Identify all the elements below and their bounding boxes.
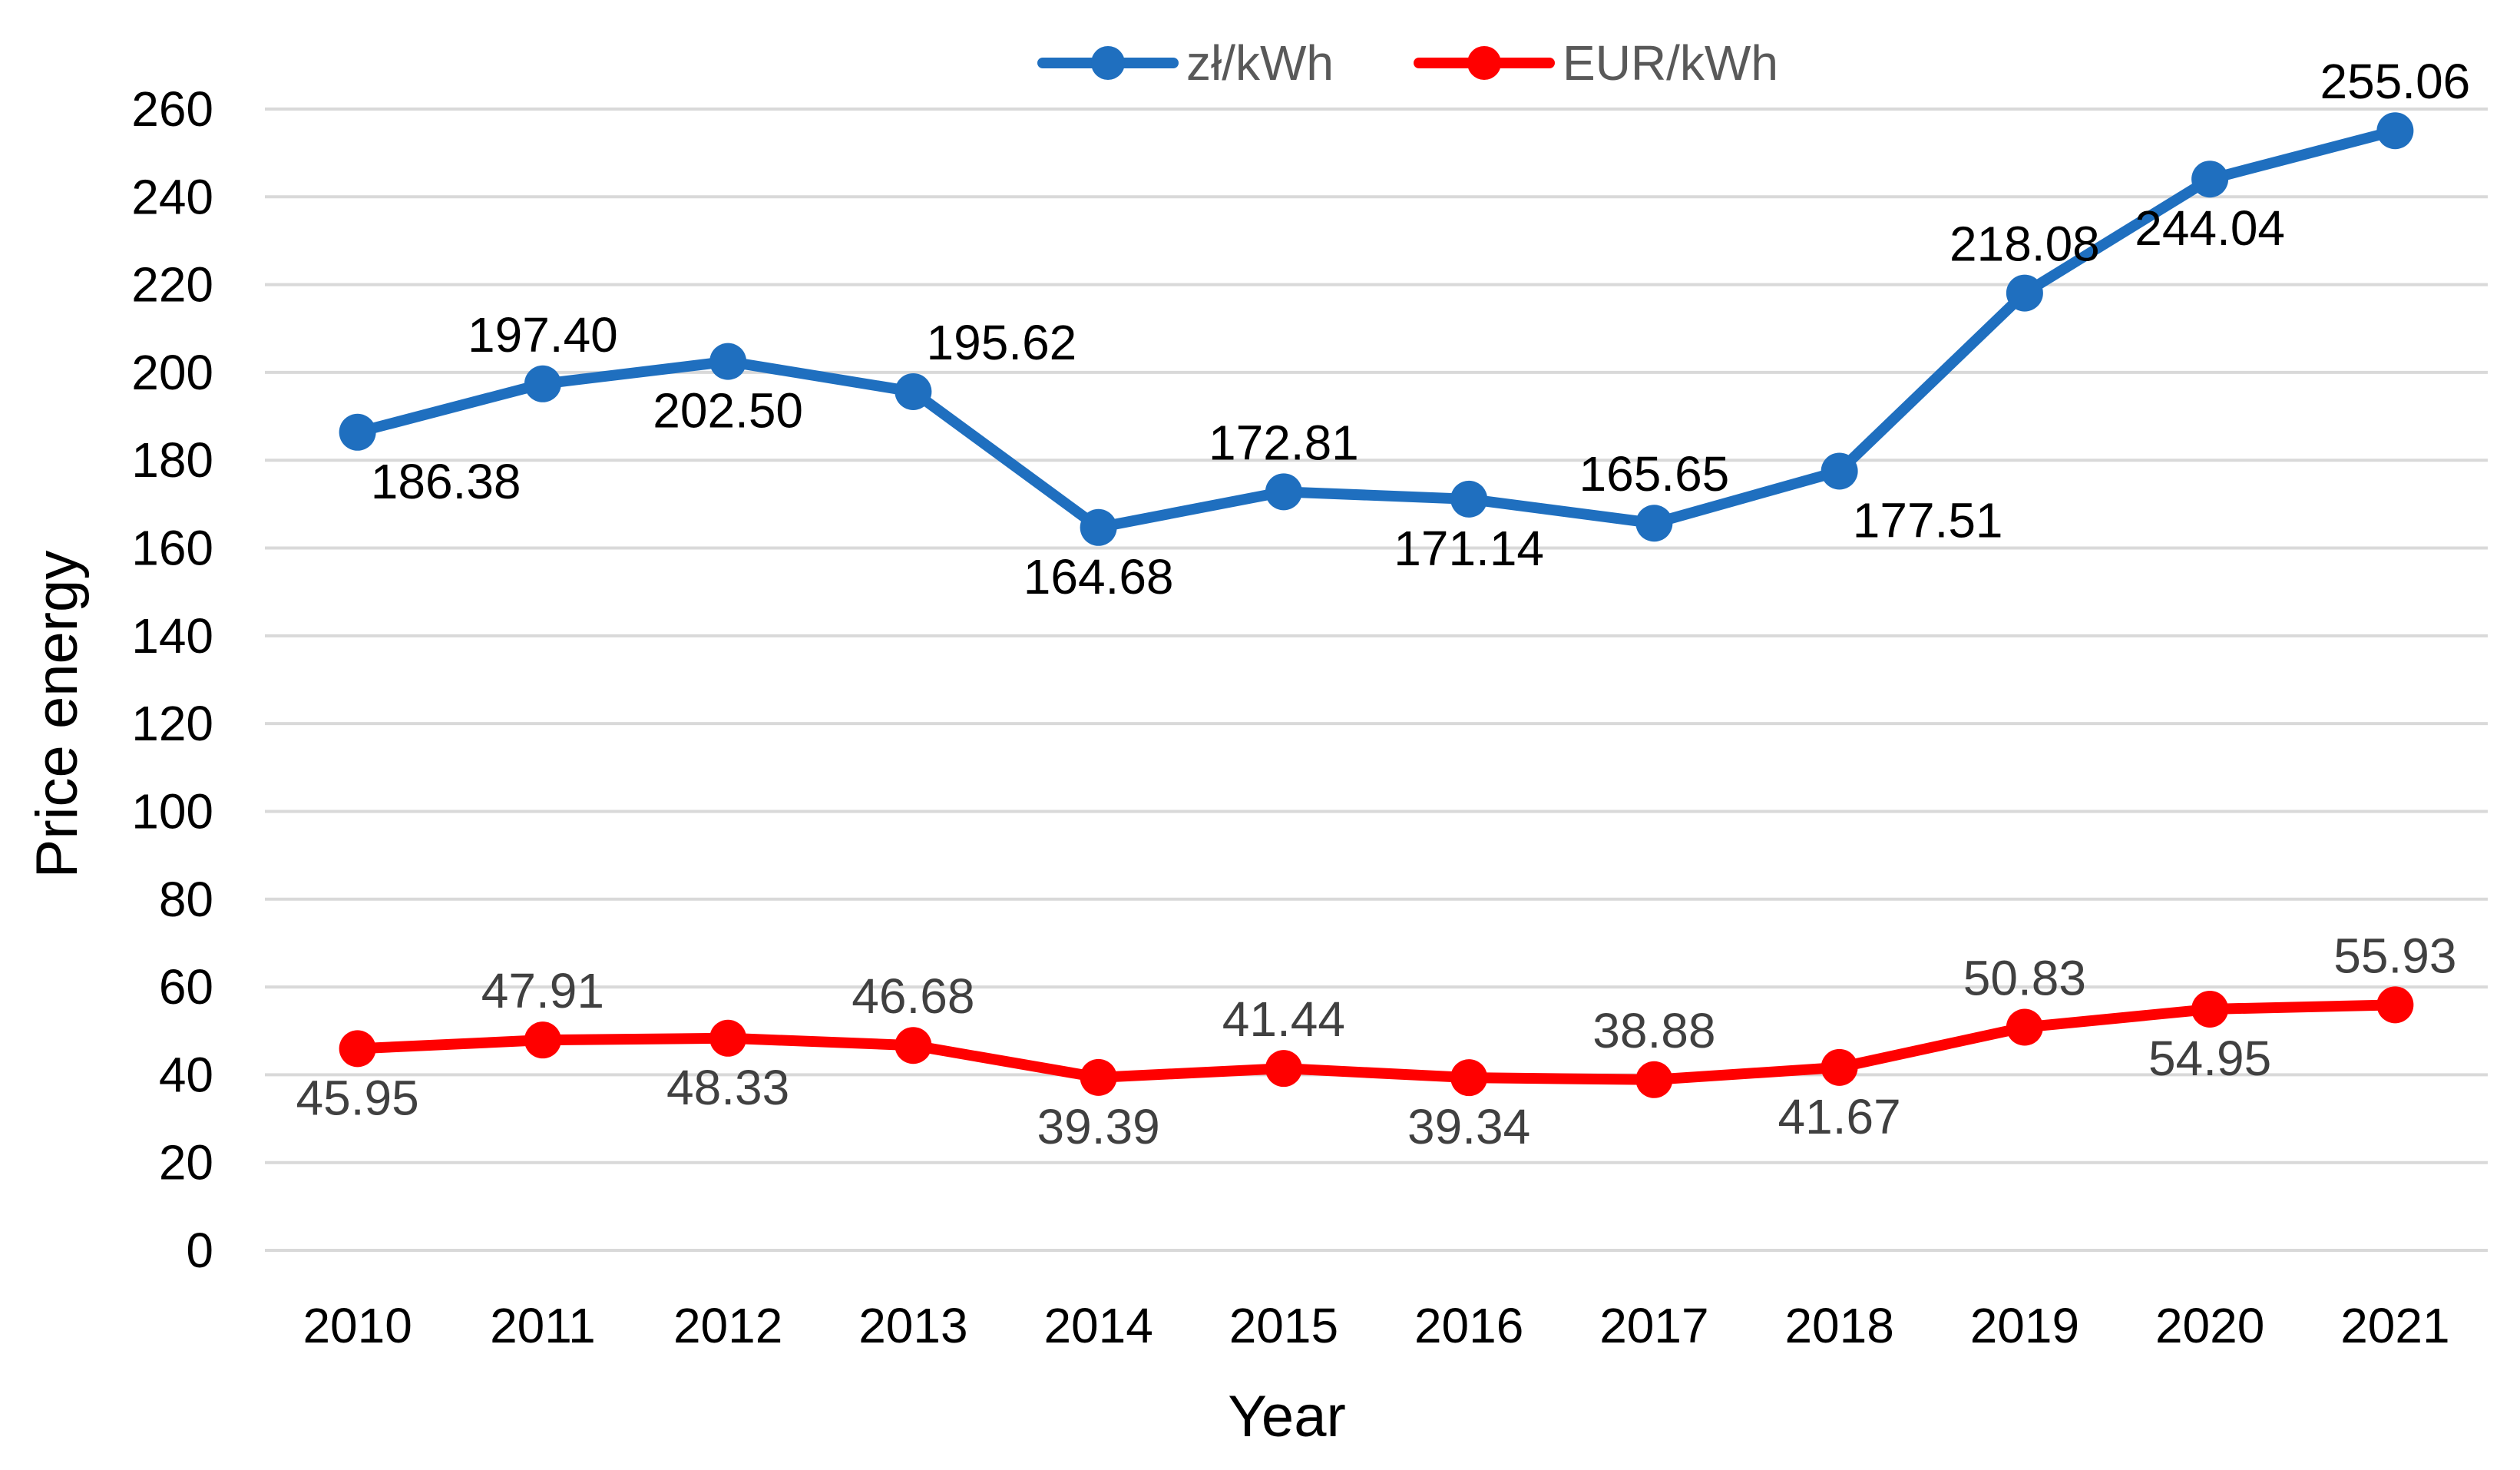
legend-item-eur-kwh[interactable]: EUR/kWh xyxy=(1414,35,1778,91)
data-label-eur-kwh-2017: 38.88 xyxy=(1592,1003,1715,1058)
point-eur-kwh-2021[interactable] xyxy=(2376,986,2414,1024)
point-z-kwh-2016[interactable] xyxy=(1450,480,1488,518)
legend[interactable]: zł/kWh EUR/kWh xyxy=(1037,35,1778,91)
y-tick-label-100: 100 xyxy=(131,783,213,839)
y-axis-title: Price energy xyxy=(25,551,90,879)
point-eur-kwh-2015[interactable] xyxy=(1265,1050,1302,1088)
point-z-kwh-2010[interactable] xyxy=(339,413,376,451)
series-lines xyxy=(339,112,2414,1098)
point-eur-kwh-2011[interactable] xyxy=(524,1021,561,1059)
y-tick-label-120: 120 xyxy=(131,696,213,751)
data-label-z-kwh-2019: 218.08 xyxy=(1950,217,2100,272)
x-tick-label-2019: 2019 xyxy=(1970,1298,2079,1353)
point-z-kwh-2020[interactable] xyxy=(2191,161,2229,198)
point-eur-kwh-2010[interactable] xyxy=(339,1030,376,1068)
data-label-z-kwh-2020: 244.04 xyxy=(2135,200,2285,256)
data-label-eur-kwh-2011: 47.91 xyxy=(481,963,604,1018)
data-label-eur-kwh-2013: 46.68 xyxy=(852,968,974,1024)
legend-label-zl-kwh: zł/kWh xyxy=(1186,35,1334,91)
data-label-eur-kwh-2021: 55.93 xyxy=(2333,928,2456,983)
data-label-z-kwh-2014: 164.68 xyxy=(1024,549,1174,604)
point-z-kwh-2018[interactable] xyxy=(1821,452,1858,490)
point-eur-kwh-2014[interactable] xyxy=(1080,1058,1117,1096)
point-eur-kwh-2013[interactable] xyxy=(895,1027,932,1064)
data-label-z-kwh-2021: 255.06 xyxy=(2320,54,2471,109)
legend-item-zl-kwh[interactable]: zł/kWh xyxy=(1037,35,1334,91)
point-z-kwh-2019[interactable] xyxy=(2006,274,2043,312)
x-axis-title: Year xyxy=(1228,1384,1346,1449)
y-tick-label-180: 180 xyxy=(131,432,213,488)
x-tick-label-2016: 2016 xyxy=(1414,1298,1523,1353)
data-label-eur-kwh-2019: 50.83 xyxy=(1963,950,2086,1005)
y-tick-label-40: 40 xyxy=(159,1047,213,1102)
y-tick-label-20: 20 xyxy=(159,1135,213,1190)
y-tick-label-80: 80 xyxy=(159,872,213,927)
point-eur-kwh-2012[interactable] xyxy=(709,1019,747,1057)
data-label-eur-kwh-2012: 48.33 xyxy=(666,1060,789,1115)
point-z-kwh-2014[interactable] xyxy=(1080,508,1117,546)
data-label-z-kwh-2015: 172.81 xyxy=(1209,415,1359,470)
data-label-eur-kwh-2015: 41.44 xyxy=(1222,992,1345,1047)
data-label-z-kwh-2012: 202.50 xyxy=(653,383,803,439)
legend-marker-eur-kwh xyxy=(1467,46,1501,80)
x-tick-label-2018: 2018 xyxy=(1784,1298,1893,1353)
point-z-kwh-2012[interactable] xyxy=(709,343,747,380)
point-eur-kwh-2019[interactable] xyxy=(2006,1008,2043,1046)
point-eur-kwh-2020[interactable] xyxy=(2191,990,2229,1028)
series-line-eur-kwh xyxy=(352,999,2401,1085)
x-tick-label-2020: 2020 xyxy=(2155,1298,2264,1353)
data-label-z-kwh-2013: 195.62 xyxy=(927,315,1077,370)
y-tick-label-240: 240 xyxy=(131,169,213,224)
data-label-z-kwh-2016: 171.14 xyxy=(1394,521,1544,576)
legend-label-eur-kwh: EUR/kWh xyxy=(1563,35,1778,91)
x-tick-label-2015: 2015 xyxy=(1229,1298,1338,1353)
point-z-kwh-2015[interactable] xyxy=(1265,473,1302,511)
data-label-z-kwh-2010: 186.38 xyxy=(371,454,521,509)
data-label-eur-kwh-2016: 39.34 xyxy=(1407,1099,1530,1154)
point-z-kwh-2017[interactable] xyxy=(1635,505,1673,542)
y-tick-label-0: 0 xyxy=(186,1223,213,1278)
point-eur-kwh-2017[interactable] xyxy=(1635,1061,1673,1098)
point-z-kwh-2011[interactable] xyxy=(524,365,561,402)
x-tick-label-2010: 2010 xyxy=(303,1298,412,1353)
x-tick-label-2011: 2011 xyxy=(490,1298,596,1353)
y-tick-label-260: 260 xyxy=(131,81,213,137)
x-tick-label-2017: 2017 xyxy=(1599,1298,1708,1353)
y-tick-label-60: 60 xyxy=(159,959,213,1015)
data-label-z-kwh-2011: 197.40 xyxy=(468,307,618,363)
y-tick-label-160: 160 xyxy=(131,521,213,576)
x-tick-label-2012: 2012 xyxy=(673,1298,782,1353)
data-label-z-kwh-2017: 165.65 xyxy=(1579,446,1730,502)
y-tick-label-220: 220 xyxy=(131,257,213,313)
y-tick-label-140: 140 xyxy=(131,608,213,664)
x-tick-label-2014: 2014 xyxy=(1043,1298,1153,1353)
legend-marker-zl-kwh xyxy=(1091,46,1125,80)
data-label-z-kwh-2018: 177.51 xyxy=(1853,492,2003,548)
y-tick-label-200: 200 xyxy=(131,345,213,400)
x-tick-label-2021: 2021 xyxy=(2340,1298,2449,1353)
data-labels: 186.38 197.40 202.50 195.62 164.68 172.81 171.… xyxy=(296,54,2471,1154)
data-label-eur-kwh-2014: 39.39 xyxy=(1037,1099,1160,1154)
x-tick-label-2013: 2013 xyxy=(858,1298,967,1353)
y-axis-ticks: 0 20 40 60 80 100 120 140 160 180 200 220 240 260 xyxy=(131,81,213,1278)
data-label-eur-kwh-2020: 54.95 xyxy=(2148,1031,2271,1086)
x-axis-ticks: 2010 2011 2012 2013 2014 2015 2016 2017 2018 2019… xyxy=(303,1298,2449,1353)
point-eur-kwh-2016[interactable] xyxy=(1450,1059,1488,1097)
point-z-kwh-2013[interactable] xyxy=(895,372,932,410)
series-line-z-kwh xyxy=(352,125,2401,533)
point-z-kwh-2021[interactable] xyxy=(2376,112,2414,150)
point-eur-kwh-2018[interactable] xyxy=(1821,1048,1858,1086)
data-label-eur-kwh-2018: 41.67 xyxy=(1778,1089,1901,1144)
data-label-eur-kwh-2010: 45.95 xyxy=(296,1070,419,1125)
